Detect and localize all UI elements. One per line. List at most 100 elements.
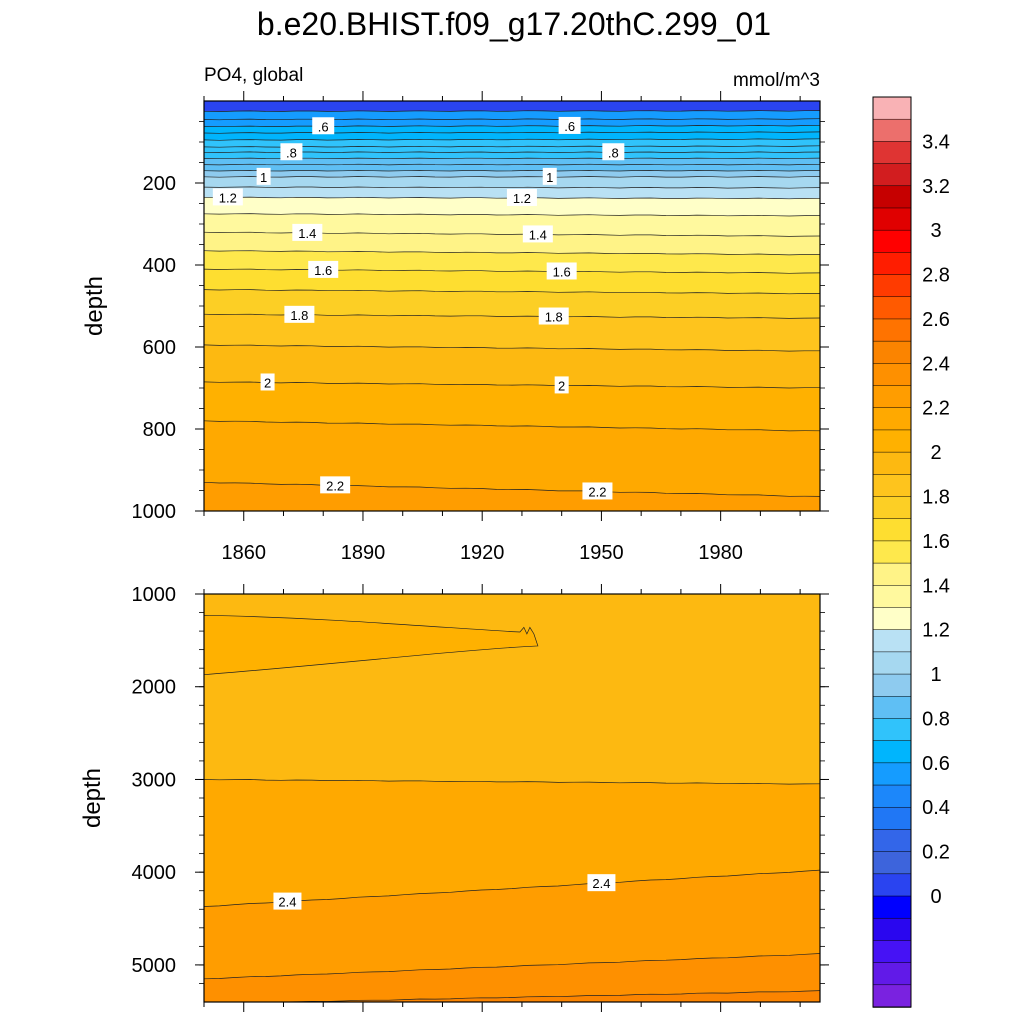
- y-tick-label: 5000: [132, 955, 177, 977]
- top-contour-label: 2.2: [588, 484, 606, 499]
- colorbar-label: 2.8: [922, 265, 950, 287]
- top-band: [204, 101, 820, 112]
- colorbar-label: 0.8: [922, 708, 950, 730]
- top-contour-line: [203, 124, 821, 128]
- colorbar-label: 3.2: [922, 176, 950, 198]
- x-tick-label: 1980: [698, 542, 743, 564]
- colorbar-label: 1.2: [922, 620, 950, 642]
- top-contour-line: [203, 250, 820, 256]
- top-contour-label: .8: [286, 145, 297, 160]
- colorbar-swatch: [872, 118, 912, 143]
- colorbar-label: 1.4: [922, 575, 950, 597]
- colorbar-swatch: [872, 540, 912, 564]
- colorbar-swatch: [872, 895, 912, 919]
- colorbar-swatch: [872, 363, 912, 387]
- y-tick-label: 3000: [132, 769, 177, 791]
- y-tick-label: 600: [143, 337, 176, 359]
- colorbar-label: 1.8: [922, 487, 950, 509]
- top-contour-fill: [204, 101, 820, 511]
- top-contour-line: [203, 481, 821, 497]
- y-tick-label: 200: [143, 173, 176, 195]
- colorbar-swatch: [872, 96, 912, 120]
- top-contour-label-box: [542, 167, 557, 185]
- top-contour-line: [203, 118, 821, 121]
- y-tick-label: 1000: [132, 501, 177, 523]
- colorbar-swatch: [872, 207, 912, 231]
- colorbar-label: 2.6: [922, 309, 950, 331]
- colorbar-swatch: [872, 496, 912, 520]
- top-contour-line: [203, 163, 821, 166]
- top-contour-label-box: [558, 116, 581, 134]
- top-contour-line: [203, 110, 821, 112]
- colorbar-swatch: [872, 806, 912, 831]
- colorbar-label: 0.2: [922, 842, 950, 864]
- chart-title: b.e20.BHIST.f09_g17.20thC.299_01: [257, 6, 771, 42]
- y-tick-label: 4000: [132, 862, 177, 884]
- top-contour-line: [203, 170, 821, 172]
- bottom-contour-fill: [203, 594, 820, 1002]
- colorbar-label: 2.4: [922, 353, 950, 375]
- colorbar-label: 0.6: [922, 753, 950, 775]
- bottom-closed-contour: [203, 614, 539, 676]
- top-contour-label-box: [538, 307, 569, 325]
- colorbar-label: 3: [930, 220, 941, 242]
- top-contour-label: .6: [564, 119, 575, 134]
- top-contour-label-box: [308, 260, 339, 278]
- bottom-contour-label: 2.4: [278, 895, 296, 910]
- colorbar-swatch: [872, 185, 912, 209]
- bottom-y-axis-label: depth: [79, 768, 106, 828]
- colorbar-swatch: [872, 718, 912, 742]
- bottom-contour-lines: [203, 779, 821, 1003]
- top-contour-label: 1.4: [529, 227, 547, 242]
- bottom-band: [204, 953, 820, 1002]
- top-contour-label-box: [320, 476, 351, 494]
- y-tick-label: 400: [143, 255, 176, 277]
- panel-left-label: PO4, global: [204, 65, 303, 86]
- colorbar-swatch: [872, 385, 912, 409]
- top-contour-label-box: [602, 143, 625, 161]
- colorbar-label: 0: [930, 886, 941, 908]
- colorbar-swatch: [872, 585, 912, 609]
- top-contour-label-box: [522, 225, 553, 243]
- colorbar-swatch: [872, 851, 912, 875]
- bottom-contour-label-box: [587, 874, 616, 892]
- colorbar-label: 1: [930, 664, 941, 686]
- colorbar-swatch: [872, 451, 912, 476]
- top-contour-label-box: [260, 373, 275, 391]
- top-contour-label: 2: [558, 378, 565, 393]
- top-contour-label-box: [212, 188, 243, 206]
- colorbar-swatch: [872, 762, 912, 786]
- colorbar-label: 2: [930, 442, 941, 464]
- colorbar-swatch: [872, 740, 912, 764]
- colorbar-swatch: [872, 917, 912, 942]
- top-contour-label: 2: [264, 375, 271, 390]
- top-contour-label-box: [256, 167, 271, 185]
- bottom-contour-line: [203, 779, 821, 785]
- colorbar-swatch: [872, 429, 912, 453]
- colorbar-swatch: [872, 296, 912, 320]
- top-contour-line: [203, 131, 821, 134]
- top-contour-label-box: [312, 117, 335, 135]
- top-contour-line: [203, 157, 821, 160]
- top-y-axis-label: depth: [81, 276, 108, 336]
- top-contour-label: 1.8: [290, 308, 308, 323]
- colorbar-label: 3.4: [922, 131, 950, 153]
- bottom-contour-line: [203, 953, 821, 980]
- colorbar-label: 2.2: [922, 398, 950, 420]
- colorbar-swatch: [872, 163, 912, 187]
- top-contour-line: [203, 138, 821, 141]
- top-contour-label: 1.6: [314, 263, 332, 278]
- y-tick-label: 1000: [132, 584, 177, 606]
- top-contour-line: [203, 420, 821, 432]
- top-contour-label: 1.2: [513, 191, 531, 206]
- top-contour-line: [203, 213, 821, 217]
- colorbar-swatch: [872, 784, 912, 808]
- colorbar-swatch: [872, 829, 912, 853]
- colorbar-label: 0.4: [922, 797, 950, 819]
- colorbar-swatch: [872, 229, 912, 254]
- top-contour-labels: .6 .6 .8 .8 1 1 1.2 1.2 1.4 1.4 1.6 1.6 1.8 1.8 2 2 2.2 2…: [212, 116, 625, 500]
- colorbar-swatch: [872, 340, 912, 365]
- top-contour-label-box: [554, 376, 569, 394]
- colorbar-swatch: [872, 873, 912, 897]
- colorbar-label: 1.6: [922, 531, 950, 553]
